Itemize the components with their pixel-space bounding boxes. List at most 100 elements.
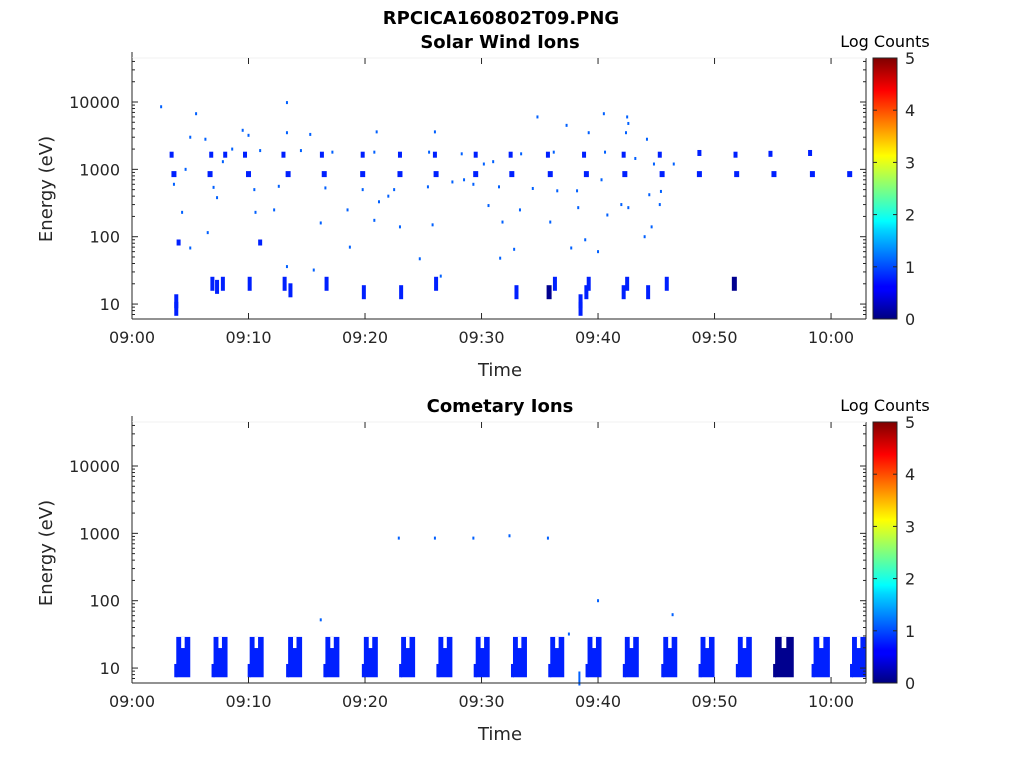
data-block [698, 636, 715, 678]
data-block-tail [510, 663, 514, 678]
data-cell [189, 135, 192, 139]
data-cell [847, 171, 853, 178]
data-cell [285, 131, 288, 135]
x-tick-label: 09:10 [225, 692, 271, 711]
data-cell [578, 301, 583, 316]
data-cell [460, 152, 463, 156]
data-cell [281, 151, 286, 158]
data-block-main [325, 636, 340, 678]
data-cell [509, 171, 515, 178]
figure-title: RPCICA160802T09.PNG [383, 8, 619, 29]
data-cell [243, 151, 248, 158]
data-cell [361, 285, 366, 300]
data-cell [627, 121, 630, 125]
x-tick-label: 10:00 [808, 328, 854, 347]
heatmap-cells-cometary [174, 534, 866, 686]
panel-cometary: Cometary Ions 09:00 09:10 09:20 09:30 09:40 0… [36, 396, 930, 745]
data-block-tail [698, 663, 702, 678]
data-cell [324, 276, 329, 291]
colorbar-gradient [872, 57, 898, 320]
data-cell [501, 220, 504, 224]
data-block-gap [293, 636, 297, 649]
data-block-main [775, 636, 794, 678]
data-cell [216, 196, 219, 200]
data-cell [482, 162, 485, 166]
data-block-tail [811, 663, 815, 678]
data-cell [627, 206, 630, 210]
data-cell [643, 235, 646, 239]
data-cell [432, 151, 437, 158]
data-block-main [663, 636, 678, 678]
data-block [811, 636, 830, 678]
data-block-tail [548, 663, 552, 678]
data-cell [397, 171, 403, 178]
data-block-tail [361, 663, 365, 678]
data-block-gap [819, 636, 824, 649]
data-block-tail [436, 663, 440, 678]
data-cell [172, 182, 175, 186]
data-block-gap [443, 636, 447, 649]
data-block-main [852, 636, 866, 678]
data-cell [247, 133, 250, 137]
data-cell [288, 283, 293, 298]
data-cell [189, 246, 192, 250]
data-cell [582, 151, 587, 158]
data-cell [258, 239, 263, 246]
colorbar-title-cometary: Log Counts [840, 396, 930, 415]
data-cell [552, 276, 557, 291]
data-cell [184, 167, 187, 171]
data-cell [231, 147, 234, 151]
data-cell [433, 130, 436, 134]
data-block-main [475, 636, 490, 678]
data-block [850, 636, 866, 678]
data-block-main [176, 636, 191, 678]
data-block [510, 636, 527, 678]
data-cell [650, 225, 653, 229]
x-tick-label: 09:00 [109, 328, 155, 347]
data-block [247, 636, 264, 678]
data-cell [546, 285, 552, 300]
data-cell [697, 149, 702, 156]
data-cell [360, 151, 365, 158]
data-block-gap [368, 636, 373, 649]
data-cell [210, 276, 215, 291]
data-cell [518, 208, 521, 212]
data-cell [498, 185, 500, 189]
data-cell [577, 206, 580, 210]
data-cell [473, 171, 479, 178]
data-cell [578, 294, 583, 309]
data-cell [398, 225, 401, 229]
data-cell [393, 188, 396, 192]
x-tick-label: 09:50 [691, 328, 737, 347]
x-axis-label-solar-wind: Time [477, 360, 522, 381]
data-cell [285, 265, 288, 269]
data-cell [664, 276, 669, 291]
data-block [361, 636, 378, 678]
data-block-main [438, 636, 453, 678]
data-block [473, 636, 490, 678]
data-block-tail [850, 663, 854, 678]
data-cell [645, 137, 648, 141]
data-cell [584, 238, 587, 242]
data-block [585, 636, 602, 678]
x-tick-label: 09:00 [109, 692, 155, 711]
x-axis-label-cometary: Time [477, 724, 522, 745]
data-cell [207, 171, 213, 178]
data-cell [578, 671, 581, 686]
data-block-main [813, 636, 830, 678]
colorbar-tick-label: 3 [905, 517, 915, 536]
data-block-main [624, 636, 639, 678]
data-cell [600, 178, 603, 182]
data-block-gap [254, 636, 259, 649]
data-cell [492, 160, 495, 164]
data-cell [604, 150, 607, 154]
data-block-gap [480, 636, 485, 649]
data-block [622, 636, 639, 678]
data-cell [652, 162, 655, 166]
data-block-tail [585, 663, 589, 678]
y-tick-label: 10000 [69, 457, 120, 476]
data-block-tail [247, 663, 251, 678]
colorbar-tick-label: 4 [905, 101, 915, 120]
data-cell [549, 220, 552, 224]
data-cell [204, 137, 207, 141]
